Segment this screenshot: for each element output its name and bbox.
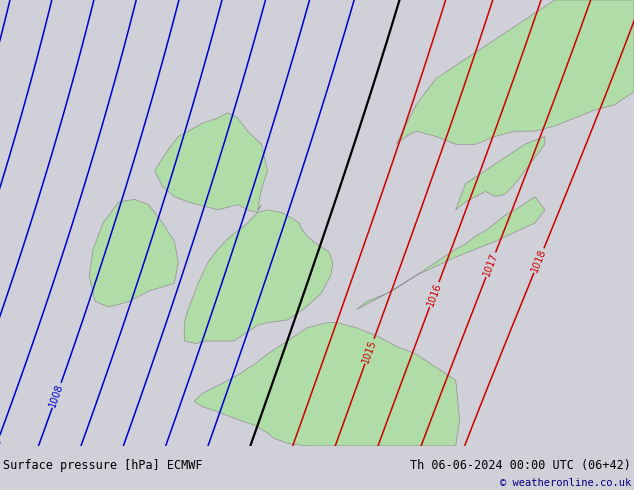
Text: 1011: 1011 bbox=[139, 482, 157, 490]
Polygon shape bbox=[155, 113, 268, 213]
Text: 1007: 1007 bbox=[0, 435, 4, 461]
Polygon shape bbox=[89, 199, 178, 307]
Polygon shape bbox=[184, 210, 333, 343]
Polygon shape bbox=[194, 322, 460, 446]
Text: 1016: 1016 bbox=[425, 281, 443, 308]
Text: Th 06-06-2024 00:00 UTC (06+42): Th 06-06-2024 00:00 UTC (06+42) bbox=[410, 459, 631, 472]
Text: 1008: 1008 bbox=[48, 382, 65, 409]
Text: 1017: 1017 bbox=[482, 251, 500, 278]
Text: © weatheronline.co.uk: © weatheronline.co.uk bbox=[500, 478, 631, 488]
Text: Surface pressure [hPa] ECMWF: Surface pressure [hPa] ECMWF bbox=[3, 459, 203, 472]
Text: 1009: 1009 bbox=[63, 459, 81, 485]
Text: 1014: 1014 bbox=[279, 446, 297, 473]
Polygon shape bbox=[456, 136, 545, 210]
Polygon shape bbox=[356, 196, 545, 310]
Text: 1010: 1010 bbox=[96, 484, 113, 490]
Polygon shape bbox=[396, 0, 634, 144]
Text: 1018: 1018 bbox=[529, 247, 548, 274]
Text: 1015: 1015 bbox=[361, 338, 378, 365]
